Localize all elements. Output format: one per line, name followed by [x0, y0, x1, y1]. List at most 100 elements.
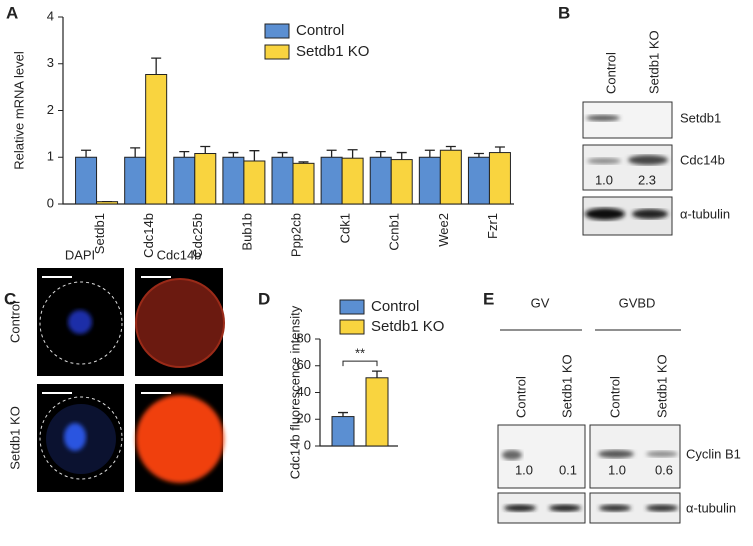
- panel-label: A: [6, 3, 18, 22]
- error-bar: [445, 145, 456, 151]
- legend-swatch: [339, 299, 365, 315]
- error-bar: [372, 370, 382, 378]
- group-label: GV: [531, 295, 550, 310]
- column-label: Setdb1 KO: [654, 354, 669, 418]
- bar: [145, 74, 168, 205]
- band: [598, 450, 634, 458]
- group-label: GVBD: [619, 295, 656, 310]
- x-tick-label: Setdb1: [92, 213, 107, 254]
- y-tick-label: 40: [297, 384, 311, 399]
- cell-signal: [135, 278, 225, 368]
- y-axis-label: Relative mRNA level: [11, 51, 26, 170]
- band: [504, 504, 536, 512]
- bar: [271, 156, 294, 205]
- significance-bracket: [342, 360, 378, 367]
- x-tick-label: Cdc14b: [141, 213, 156, 258]
- band: [646, 451, 678, 457]
- legend-label: Control: [296, 22, 344, 39]
- band: [599, 504, 631, 512]
- bar: [439, 149, 462, 205]
- x-tick-label: Ppp2cb: [288, 213, 303, 257]
- bar: [292, 162, 315, 205]
- legend-swatch: [339, 319, 365, 335]
- legend-label: Setdb1 KO: [371, 318, 444, 335]
- blot-e: GV GVBD Control Setdb1 KO Control Setdb1…: [497, 295, 741, 524]
- cell-outline: [39, 396, 123, 480]
- row-label: Setdb1 KO: [7, 406, 22, 470]
- error-bar: [200, 145, 211, 154]
- x-tick-label: Wee2: [436, 213, 451, 247]
- error-bar: [130, 147, 141, 158]
- band: [646, 504, 678, 512]
- bar: [390, 159, 413, 205]
- error-bar: [338, 411, 348, 417]
- nucleus: [68, 310, 92, 334]
- error-bar: [81, 149, 92, 158]
- quant-label: 0.6: [655, 462, 673, 477]
- row-label: α-tubulin: [686, 500, 736, 515]
- significance-label: **: [355, 346, 365, 361]
- cell-outline: [39, 281, 123, 365]
- column-label: Control: [603, 52, 618, 94]
- bar: [222, 156, 245, 205]
- y-axis-label: Cdc14b fluorescence intensity: [287, 305, 302, 479]
- band: [628, 155, 668, 165]
- error-bar: [249, 150, 260, 161]
- x-tick-label: Cdk1: [338, 213, 353, 243]
- blot-b: Control Setdb1 KO Setdb1 Cdc14b α-tubuli…: [582, 30, 730, 236]
- bar: [320, 156, 343, 205]
- quant-label: 2.3: [638, 172, 656, 187]
- error-bar: [424, 149, 435, 158]
- bar: [75, 156, 98, 205]
- y-tick-label: 2: [47, 102, 54, 117]
- error-bar: [473, 152, 484, 158]
- bar: [365, 377, 389, 447]
- imaging-c: DAPI Cdc14b Control Setdb1 KO: [7, 247, 225, 492]
- quant-label: 0.1: [559, 462, 577, 477]
- band: [585, 208, 625, 220]
- nucleus: [64, 423, 86, 451]
- panel-label: B: [558, 3, 570, 22]
- row-label: Cdc14b: [680, 152, 725, 167]
- error-bar: [277, 151, 288, 158]
- error-bar: [494, 146, 505, 153]
- quant-label: 1.0: [608, 462, 626, 477]
- error-bar: [396, 151, 407, 160]
- quant-label: 1.0: [595, 172, 613, 187]
- y-tick-label: 1: [47, 149, 54, 164]
- bar: [467, 156, 490, 205]
- panel-label: E: [483, 289, 494, 308]
- legend-label: Setdb1 KO: [296, 43, 369, 60]
- y-tick-label: 4: [47, 8, 54, 23]
- row-label: Control: [7, 301, 22, 343]
- column-label: Control: [607, 376, 622, 418]
- y-tick-label: 0: [304, 437, 311, 452]
- column-label: Control: [513, 376, 528, 418]
- x-tick-label: Bub1b: [239, 213, 254, 251]
- bar: [194, 153, 217, 205]
- y-tick-label: 0: [47, 195, 54, 210]
- column-label: DAPI: [65, 247, 95, 262]
- x-tick-label: Fzr1: [485, 213, 500, 239]
- bar: [331, 416, 355, 447]
- row-label: Setdb1: [680, 110, 721, 125]
- column-label: Setdb1 KO: [646, 30, 661, 94]
- band: [502, 450, 522, 460]
- y-tick-label: 20: [297, 411, 311, 426]
- legend-swatch: [264, 23, 290, 39]
- legend-swatch: [264, 44, 290, 60]
- row-label: α-tubulin: [680, 206, 730, 221]
- y-tick-label: 60: [297, 357, 311, 372]
- error-bar: [326, 149, 337, 158]
- bar: [418, 156, 441, 205]
- column-label: Cdc14b: [157, 247, 202, 262]
- band: [587, 158, 621, 164]
- error-bar: [179, 150, 190, 158]
- error-bar: [347, 149, 358, 159]
- band: [586, 115, 620, 121]
- bar: [488, 152, 511, 205]
- x-tick-label: Ccnb1: [387, 213, 402, 251]
- bar: [243, 160, 266, 205]
- cell-signal: [136, 395, 224, 483]
